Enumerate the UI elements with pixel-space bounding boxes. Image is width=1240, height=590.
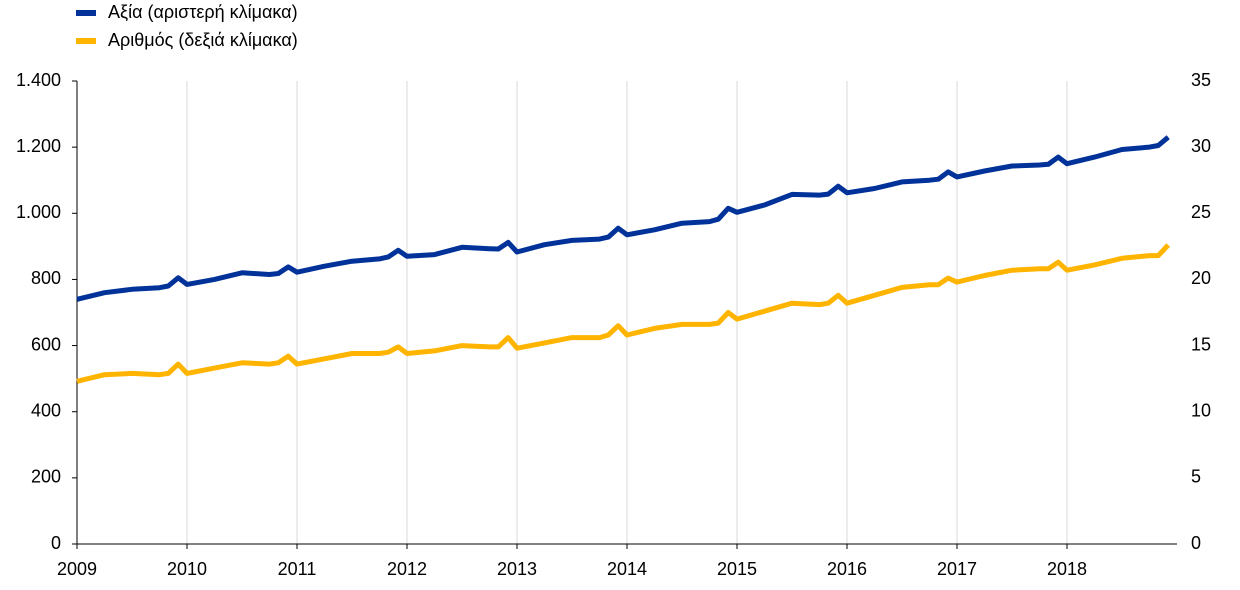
legend-label: Αξία (αριστερή κλίμακα) — [108, 2, 298, 22]
x-tick-label: 2012 — [387, 559, 427, 579]
legend-swatch — [76, 10, 96, 16]
y-tick-label: 0 — [51, 533, 61, 553]
series-line — [76, 243, 1171, 384]
x-tick-label: 2017 — [937, 559, 977, 579]
legend-swatch — [76, 38, 96, 44]
y-tick-label: 1.200 — [16, 136, 61, 156]
x-tick-label: 2013 — [497, 559, 537, 579]
y2-tick-label: 5 — [1191, 467, 1201, 487]
y2-tick-label: 10 — [1191, 400, 1211, 420]
y-tick-label: 1.400 — [16, 70, 61, 90]
x-tick-label: 2016 — [827, 559, 867, 579]
y-tick-label: 200 — [31, 467, 61, 487]
y2-tick-label: 15 — [1191, 334, 1211, 354]
y2-tick-label: 20 — [1191, 268, 1211, 288]
x-tick-label: 2010 — [167, 559, 207, 579]
y-tick-label: 400 — [31, 400, 61, 420]
x-tick-label: 2018 — [1047, 559, 1087, 579]
y-tick-label: 600 — [31, 334, 61, 354]
y2-tick-label: 30 — [1191, 136, 1211, 156]
x-tick-label: 2015 — [717, 559, 757, 579]
y2-tick-label: 35 — [1191, 70, 1211, 90]
series-line — [76, 135, 1170, 302]
x-tick-label: 2014 — [607, 559, 647, 579]
legend-label: Αριθμός (δεξιά κλίμακα) — [108, 30, 298, 50]
x-tick-label: 2011 — [278, 559, 317, 579]
y-tick-label: 800 — [31, 268, 61, 288]
y-tick-label: 1.000 — [16, 202, 61, 222]
y2-tick-label: 25 — [1191, 202, 1211, 222]
x-tick-label: 2009 — [57, 559, 97, 579]
y2-tick-label: 0 — [1191, 533, 1201, 553]
